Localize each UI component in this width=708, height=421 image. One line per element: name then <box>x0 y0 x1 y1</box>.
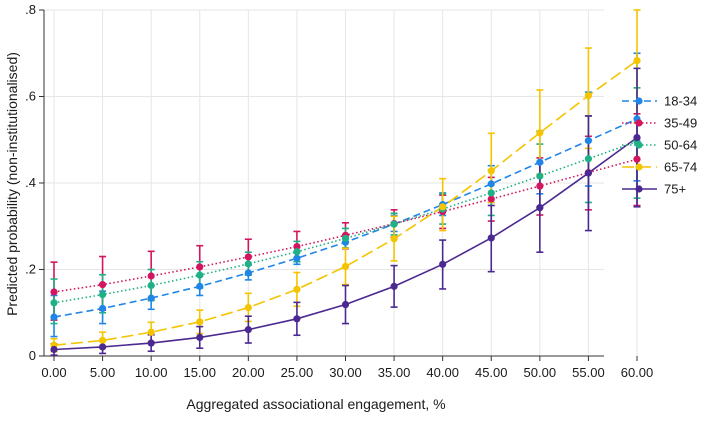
data-point <box>244 303 252 312</box>
data-point <box>147 328 155 336</box>
data-point <box>584 92 593 100</box>
data-point <box>293 315 301 323</box>
data-point <box>50 288 58 296</box>
data-point <box>390 235 398 243</box>
data-point <box>584 169 593 177</box>
x-tick-label: 20.00 <box>232 365 265 380</box>
x-tick-label: 40.00 <box>426 365 459 380</box>
data-point <box>98 343 107 351</box>
data-point <box>50 299 58 307</box>
data-point <box>341 262 350 271</box>
y-tick-label: 0 <box>29 348 36 363</box>
data-point <box>98 290 107 299</box>
data-point <box>196 271 204 279</box>
data-point <box>196 333 204 342</box>
legend-marker <box>635 163 643 171</box>
data-point <box>633 57 641 65</box>
data-point <box>536 182 544 190</box>
x-tick-label: 60.00 <box>621 365 654 380</box>
data-point <box>98 281 107 289</box>
legend-marker <box>635 185 643 193</box>
data-point <box>50 313 58 321</box>
legend-marker <box>635 97 643 105</box>
data-point <box>244 260 252 268</box>
data-point <box>341 234 350 242</box>
data-point <box>487 195 495 203</box>
legend: 18-34 35-49 50-64 65-74 75+ <box>622 94 697 197</box>
data-point <box>633 155 641 163</box>
data-point <box>147 272 155 280</box>
data-point <box>487 167 495 175</box>
y-axis-title: Predicted probability (non-institutional… <box>4 52 20 316</box>
x-tick-label: 55.00 <box>572 365 605 380</box>
data-point <box>536 204 544 212</box>
legend-label: 18-34 <box>664 94 697 109</box>
data-point <box>439 203 447 211</box>
grid <box>44 9 638 357</box>
data-point <box>390 220 398 228</box>
data-point <box>50 345 58 354</box>
x-tick-label: 45.00 <box>475 365 508 380</box>
data-point <box>293 242 301 251</box>
data-point <box>147 294 155 302</box>
legend-label: 75+ <box>664 182 686 197</box>
data-point <box>98 304 107 313</box>
x-tick-label: 35.00 <box>378 365 411 380</box>
legend-label: 50-64 <box>664 138 697 153</box>
x-tick-label: 15.00 <box>183 365 216 380</box>
y-tick-label: .2 <box>25 262 36 277</box>
data-point <box>584 155 593 163</box>
data-point <box>439 260 447 268</box>
y-tick-label: .6 <box>25 89 36 104</box>
data-point <box>487 180 495 188</box>
data-point <box>196 263 204 271</box>
data-point <box>536 129 544 137</box>
x-tick-label: 50.00 <box>524 365 557 380</box>
data-point <box>293 248 301 256</box>
data-point <box>487 189 495 197</box>
data-point <box>293 254 301 262</box>
x-axis-title: Aggregated associational engagement, % <box>186 396 445 412</box>
legend-label: 35-49 <box>664 116 697 131</box>
x-tick-label: 30.00 <box>329 365 362 380</box>
data-point <box>147 339 155 347</box>
series-points <box>50 57 641 354</box>
data-point <box>147 281 155 290</box>
data-point <box>633 133 641 142</box>
data-point <box>244 253 252 261</box>
data-point <box>196 318 204 326</box>
y-tick-label: .4 <box>25 175 36 190</box>
data-point <box>244 269 252 277</box>
data-point <box>584 137 593 145</box>
axes: 0 .2 .4 .6 .8 0.00 5.00 10.00 15.00 20.00 25.00 30.… <box>25 2 653 380</box>
data-point <box>98 336 107 345</box>
x-tick-label: 5.00 <box>90 365 115 380</box>
data-point <box>196 282 204 290</box>
legend-marker <box>635 141 643 149</box>
x-tick-label: 10.00 <box>135 365 168 380</box>
data-point <box>341 300 350 309</box>
x-tick-label: 25.00 <box>281 365 314 380</box>
data-point <box>293 285 301 293</box>
data-point <box>390 282 398 290</box>
data-point <box>244 326 252 334</box>
data-point <box>487 234 495 242</box>
y-tick-label: .8 <box>25 2 36 17</box>
legend-label: 65-74 <box>664 160 697 175</box>
x-tick-label: 0.00 <box>41 365 66 380</box>
data-point <box>536 158 544 166</box>
data-point <box>536 172 544 180</box>
legend-marker <box>635 119 643 127</box>
